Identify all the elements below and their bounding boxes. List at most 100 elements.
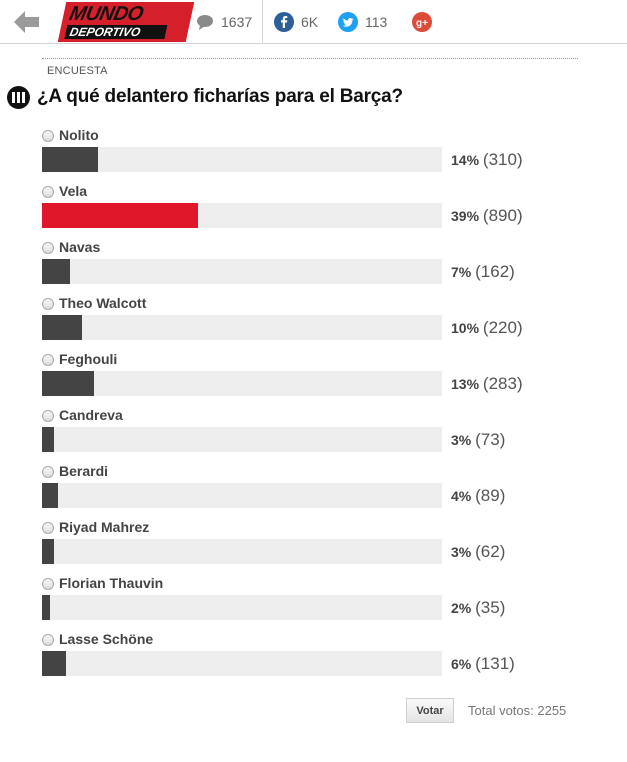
result-text: 7% (162) xyxy=(451,259,515,284)
result-text: 10% (220) xyxy=(451,315,523,340)
result-bar-track xyxy=(42,483,442,508)
poll-option: Florian Thauvin 2% (35) xyxy=(0,572,627,628)
logo-line-1: MUNDO xyxy=(67,3,146,25)
option-radio[interactable] xyxy=(42,410,54,422)
option-label[interactable]: Berardi xyxy=(59,463,109,479)
comments-count: 1637 xyxy=(221,13,253,30)
comment-icon xyxy=(197,14,213,30)
result-percent: 3% xyxy=(451,544,472,560)
survey-question: ¿A qué delantero ficharías para el Barça… xyxy=(37,86,403,107)
result-bar-track xyxy=(42,203,442,228)
poll-option: Lasse Schöne 6% (131) xyxy=(0,628,627,684)
header-divider xyxy=(262,0,263,43)
option-radio[interactable] xyxy=(42,354,54,366)
result-bar-track xyxy=(42,259,442,284)
option-label[interactable]: Navas xyxy=(59,239,101,255)
poll-option: Feghouli 13% (283) xyxy=(0,348,627,404)
result-percent: 14% xyxy=(451,152,480,168)
result-bar-track xyxy=(42,651,442,676)
option-label[interactable]: Candreva xyxy=(59,407,123,423)
option-radio[interactable] xyxy=(42,242,54,254)
result-bar-fill xyxy=(42,371,94,396)
twitter-icon xyxy=(338,11,358,32)
result-bar-fill xyxy=(42,651,66,676)
poll-option: Riyad Mahrez 3% (62) xyxy=(0,516,627,572)
result-percent: 3% xyxy=(451,432,472,448)
option-radio[interactable] xyxy=(42,298,54,310)
result-text: 6% (131) xyxy=(451,651,515,676)
result-percent: 2% xyxy=(451,600,472,616)
survey-icon xyxy=(7,86,30,109)
twitter-share-button[interactable]: 113 xyxy=(338,0,387,43)
result-bar-fill xyxy=(42,427,54,452)
result-count: (310) xyxy=(482,150,523,169)
back-button[interactable] xyxy=(0,0,54,43)
svg-text:g+: g+ xyxy=(416,18,428,29)
result-count: (131) xyxy=(475,654,515,673)
facebook-share-button[interactable]: 6K xyxy=(274,0,318,43)
option-label[interactable]: Florian Thauvin xyxy=(59,575,164,591)
result-count: (73) xyxy=(475,430,506,449)
result-text: 13% (283) xyxy=(451,371,523,396)
facebook-count: 6K xyxy=(301,13,319,30)
option-label[interactable]: Lasse Schöne xyxy=(59,631,154,647)
option-label[interactable]: Theo Walcott xyxy=(59,295,147,311)
total-votes: Total votos: 2255 xyxy=(468,703,567,718)
result-bar-fill xyxy=(42,147,98,172)
result-bar-fill xyxy=(42,539,54,564)
result-count: (890) xyxy=(482,206,523,225)
result-percent: 13% xyxy=(451,376,480,392)
result-bar-track xyxy=(42,427,442,452)
poll-option: Navas 7% (162) xyxy=(0,236,627,292)
poll-option: Theo Walcott 10% (220) xyxy=(0,292,627,348)
poll-option: Vela 39% (890) xyxy=(0,180,627,236)
option-label[interactable]: Riyad Mahrez xyxy=(59,519,150,535)
result-bar-track xyxy=(42,371,442,396)
twitter-count: 113 xyxy=(365,13,388,30)
option-label[interactable]: Vela xyxy=(59,183,88,199)
poll-option: Candreva 3% (73) xyxy=(0,404,627,460)
google-plus-share-button[interactable]: g+ xyxy=(412,0,439,43)
back-arrow-icon xyxy=(14,10,39,33)
result-text: 2% (35) xyxy=(451,595,505,620)
result-count: (89) xyxy=(475,486,506,505)
google-plus-icon: g+ xyxy=(412,11,432,32)
result-text: 4% (89) xyxy=(451,483,505,508)
result-bar-track xyxy=(42,539,442,564)
result-percent: 39% xyxy=(451,208,480,224)
result-text: 14% (310) xyxy=(451,147,523,172)
result-bar-fill xyxy=(42,315,82,340)
result-count: (35) xyxy=(475,598,506,617)
section-divider xyxy=(42,58,578,59)
result-count: (283) xyxy=(482,374,523,393)
top-bar: MUNDO DEPORTIVO 1637 6K 113 g+ xyxy=(0,0,627,44)
result-count: (162) xyxy=(475,262,515,281)
option-radio[interactable] xyxy=(42,466,54,478)
result-bar-fill xyxy=(42,595,50,620)
result-count: (62) xyxy=(475,542,506,561)
option-radio[interactable] xyxy=(42,634,54,646)
mundo-deportivo-logo[interactable]: MUNDO DEPORTIVO xyxy=(57,2,195,42)
result-bar-fill xyxy=(42,259,70,284)
result-bar-track xyxy=(42,315,442,340)
result-count: (220) xyxy=(482,318,523,337)
result-text: 3% (62) xyxy=(451,539,505,564)
option-label[interactable]: Feghouli xyxy=(59,351,118,367)
result-bar-fill xyxy=(42,203,198,228)
result-percent: 10% xyxy=(451,320,480,336)
result-percent: 4% xyxy=(451,488,472,504)
option-radio[interactable] xyxy=(42,130,54,142)
result-percent: 6% xyxy=(451,656,472,672)
result-bar-fill xyxy=(42,483,58,508)
option-radio[interactable] xyxy=(42,522,54,534)
result-bar-track xyxy=(42,595,442,620)
option-radio[interactable] xyxy=(42,578,54,590)
option-label[interactable]: Nolito xyxy=(59,127,99,143)
result-text: 3% (73) xyxy=(451,427,505,452)
result-bar-track xyxy=(42,147,442,172)
option-radio[interactable] xyxy=(42,186,54,198)
vote-button[interactable]: Votar xyxy=(406,698,454,723)
result-text: 39% (890) xyxy=(451,203,523,228)
poll-option: Berardi 4% (89) xyxy=(0,460,627,516)
comments-button[interactable]: 1637 xyxy=(196,0,252,43)
